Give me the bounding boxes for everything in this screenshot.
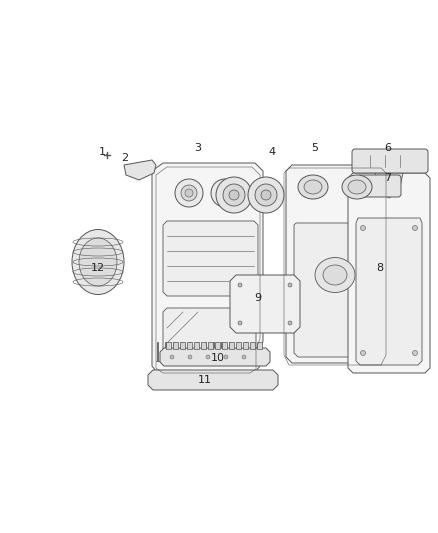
Polygon shape [375,173,403,198]
Circle shape [248,177,284,213]
Circle shape [175,179,203,207]
Polygon shape [152,163,263,376]
Bar [194,342,199,349]
Bar [236,342,241,349]
Polygon shape [230,275,300,333]
Polygon shape [148,370,278,390]
Text: 1: 1 [99,147,106,157]
Text: 5: 5 [311,143,318,153]
Ellipse shape [298,175,328,199]
Circle shape [185,189,193,197]
Bar [222,342,227,349]
Circle shape [217,185,233,201]
Polygon shape [160,348,270,366]
Polygon shape [356,218,422,365]
Circle shape [288,283,292,287]
Text: 11: 11 [198,375,212,385]
Polygon shape [124,160,156,180]
Bar [201,342,206,349]
Circle shape [238,321,242,325]
Circle shape [229,190,239,200]
Text: 3: 3 [194,143,201,153]
Circle shape [261,190,271,200]
Bar [187,342,192,349]
Bar [215,342,220,349]
Circle shape [181,185,197,201]
Circle shape [221,189,229,197]
Bar [166,342,171,349]
Text: 12: 12 [91,263,105,273]
Polygon shape [163,221,258,296]
Polygon shape [286,165,384,363]
Bar [180,342,185,349]
Polygon shape [348,173,430,373]
Ellipse shape [348,180,366,194]
Ellipse shape [342,175,372,199]
Circle shape [106,154,108,156]
Circle shape [188,355,192,359]
Polygon shape [294,223,376,357]
Bar [208,342,213,349]
Circle shape [238,283,242,287]
Text: 4: 4 [268,147,276,157]
FancyBboxPatch shape [352,149,428,173]
Circle shape [360,225,365,230]
FancyBboxPatch shape [357,175,401,197]
Bar [257,342,262,349]
Text: 9: 9 [254,293,261,303]
Ellipse shape [304,180,322,194]
Circle shape [288,321,292,325]
Circle shape [206,355,210,359]
Circle shape [413,225,417,230]
Circle shape [242,355,246,359]
Polygon shape [163,308,256,356]
Circle shape [216,177,252,213]
Circle shape [255,184,277,206]
Ellipse shape [315,257,355,293]
Bar [243,342,248,349]
Text: 7: 7 [385,173,392,183]
Circle shape [170,355,174,359]
Text: 6: 6 [385,143,392,153]
Text: 2: 2 [121,153,129,163]
Circle shape [211,179,239,207]
Bar [229,342,234,349]
Ellipse shape [72,230,124,295]
Ellipse shape [79,238,117,286]
Circle shape [223,184,245,206]
Bar [250,342,255,349]
Circle shape [413,351,417,356]
Circle shape [360,351,365,356]
Circle shape [224,355,228,359]
Text: 10: 10 [211,353,225,363]
Ellipse shape [323,265,347,285]
Text: 8: 8 [376,263,384,273]
Bar [173,342,178,349]
